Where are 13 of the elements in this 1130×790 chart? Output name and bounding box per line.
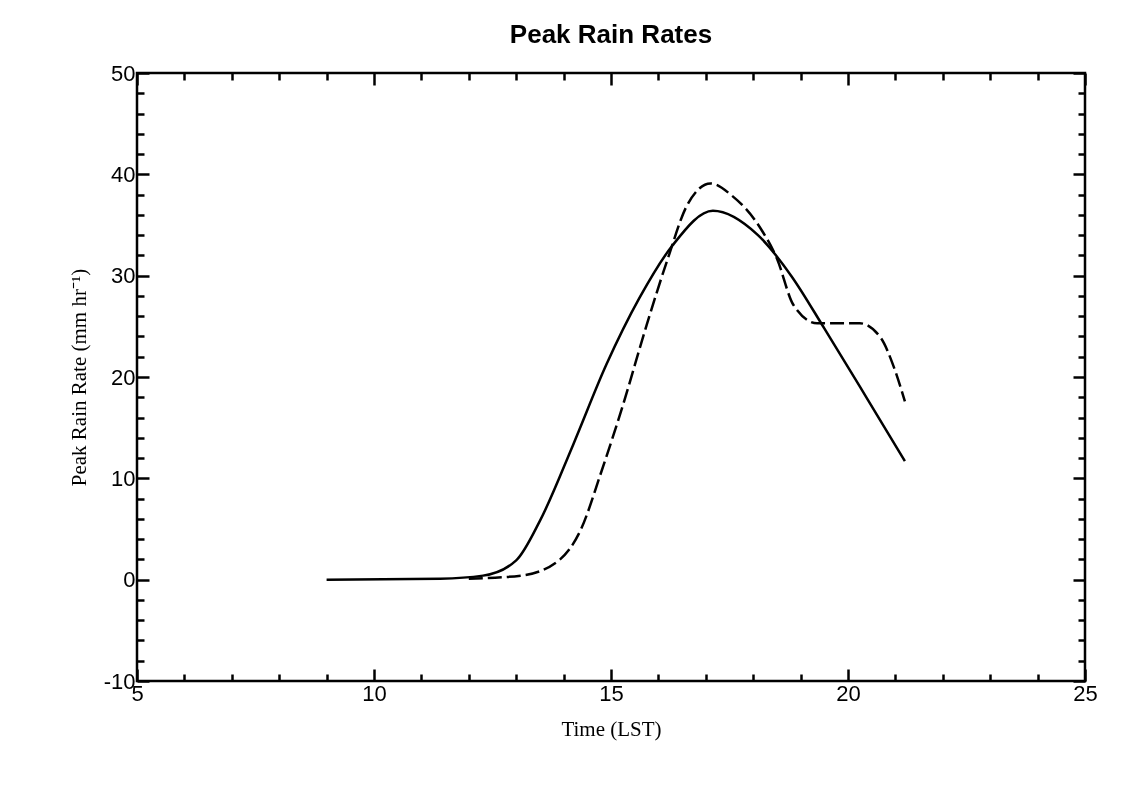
y-tick-label: 50 — [111, 60, 136, 86]
x-axis-title: Time (LST) — [561, 716, 662, 741]
y-tick-label: 10 — [111, 465, 136, 491]
y-tick-label: 40 — [111, 161, 136, 187]
chart-title: Peak Rain Rates — [509, 19, 713, 49]
y-tick-label: 30 — [111, 263, 136, 289]
x-tick-label: 15 — [599, 680, 624, 706]
x-tick-label: 10 — [362, 680, 387, 706]
y-axis-title: Peak Rain Rate (mm hr⁻¹) — [66, 268, 91, 487]
x-tick-label: 20 — [836, 680, 861, 706]
y-tick-label: 0 — [123, 567, 136, 593]
y-tick-label: 20 — [111, 364, 136, 390]
x-tick-label: 25 — [1073, 680, 1098, 706]
